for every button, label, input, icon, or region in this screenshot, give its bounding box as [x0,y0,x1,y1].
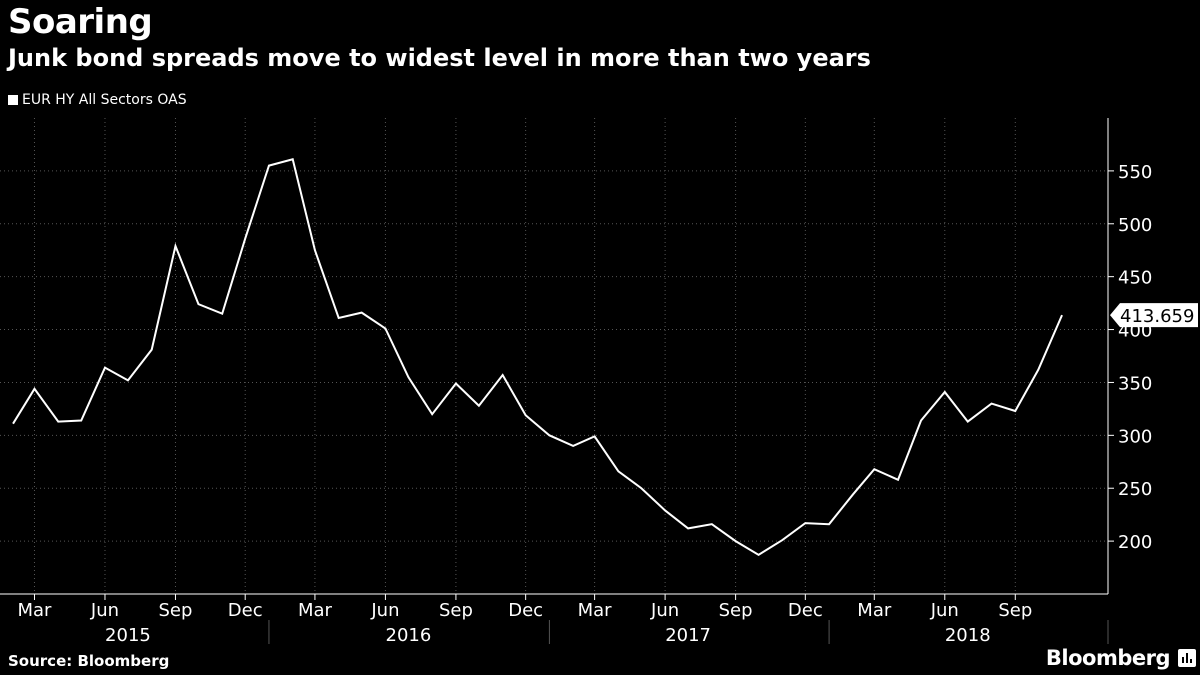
y-tick-label: 250 [1118,479,1152,500]
chart-title: Soaring [8,2,153,42]
x-tick-label: Jun [90,600,119,621]
x-tick-label: Mar [298,600,333,621]
year-label: 2017 [665,625,711,646]
brand-name: Bloomberg [1045,646,1171,670]
x-tick-label: Jun [370,600,399,621]
axes [0,118,1114,644]
series-line [12,158,1063,557]
x-tick-label: Sep [159,600,193,621]
series-layer [12,158,1063,557]
y-tick-label: 450 [1118,268,1152,289]
x-tick-label: Mar [857,600,892,621]
x-tick-label: Dec [508,600,543,621]
y-tick-label: 500 [1118,215,1152,236]
year-label: 2018 [945,625,991,646]
brand-logo: Bloomberg [1046,646,1196,670]
last-value-label: 413.659 [1120,306,1194,327]
x-tick-label: Jun [930,600,959,621]
bloomberg-terminal-icon [1178,649,1196,667]
chart-subtitle: Junk bond spreads move to widest level i… [8,44,871,72]
x-tick-label: Sep [719,600,753,621]
x-tick-label: Jun [650,600,679,621]
x-tick-label: Mar [578,600,613,621]
grid [0,118,1108,594]
last-value-callout: 413.659 [1110,303,1198,328]
x-tick-label: Mar [17,600,52,621]
year-label: 2016 [386,625,432,646]
y-tick-label: 300 [1118,426,1152,447]
source-note: Source: Bloomberg [8,652,170,670]
x-tick-label: Dec [228,600,263,621]
x-tick-label: Dec [788,600,823,621]
legend: EUR HY All Sectors OAS [8,92,187,108]
last-value-box [1110,303,1198,328]
x-tick-label: Sep [439,600,473,621]
legend-label: EUR HY All Sectors OAS [22,92,187,108]
x-tick-label: Sep [998,600,1032,621]
y-tick-label: 200 [1118,532,1152,553]
y-tick-label: 550 [1118,162,1152,183]
y-tick-label: 350 [1118,373,1152,394]
legend-swatch [8,95,18,105]
year-label: 2015 [105,625,151,646]
